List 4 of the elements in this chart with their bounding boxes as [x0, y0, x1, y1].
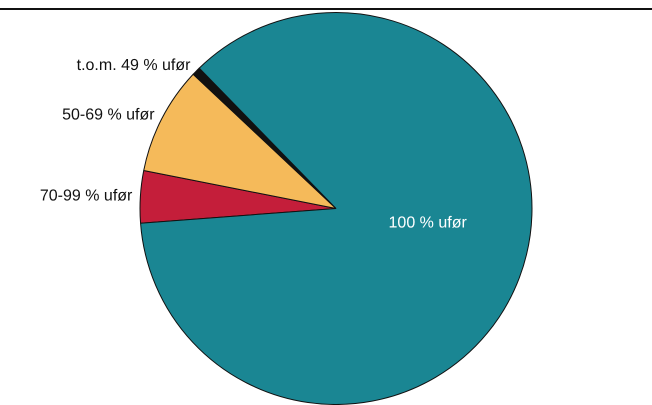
slice-label: t.o.m. 49 % ufør [76, 56, 192, 74]
slice-label: 100 % ufør [388, 214, 468, 232]
slice-label: 70-99 % ufør [40, 188, 134, 205]
slice-label: 50-69 % ufør [62, 106, 156, 124]
